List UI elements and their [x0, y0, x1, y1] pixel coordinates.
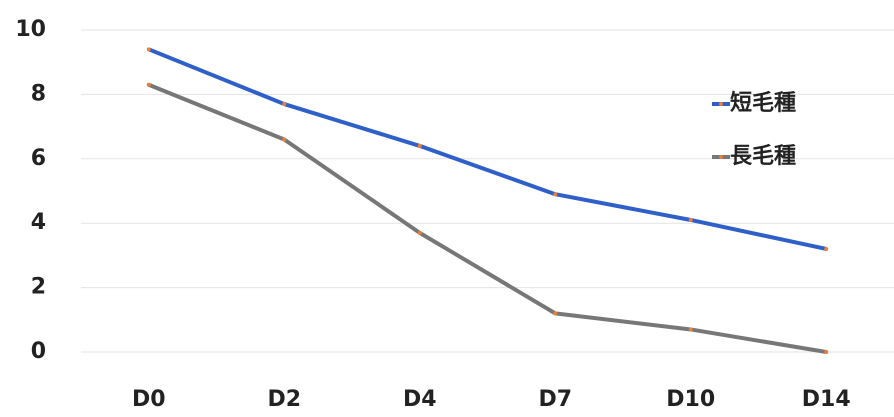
x-tick-label: D4: [403, 387, 437, 412]
point-marker: [282, 137, 287, 142]
point-marker: [553, 311, 558, 316]
x-tick-label: D7: [538, 387, 572, 412]
x-tick-label: D0: [132, 387, 166, 412]
x-tick-label: D14: [802, 387, 851, 412]
legend-marker: [719, 102, 723, 106]
point-marker: [146, 47, 151, 52]
point-marker: [688, 217, 693, 222]
point-marker: [417, 143, 422, 148]
point-marker: [553, 192, 558, 197]
point-marker: [282, 102, 287, 107]
series-line: [148, 82, 827, 354]
point-marker: [146, 82, 151, 87]
y-tick-label: 6: [31, 146, 46, 171]
x-tick-label: D10: [666, 387, 715, 412]
series-line: [148, 47, 827, 251]
y-tick-label: 10: [15, 17, 46, 42]
y-tick-label: 8: [31, 81, 46, 106]
y-tick-label: 4: [31, 210, 46, 235]
y-tick-label: 0: [31, 339, 46, 364]
point-marker: [688, 327, 693, 332]
legend-marker: [719, 155, 723, 159]
point-marker: [824, 246, 829, 251]
point-marker: [824, 350, 829, 354]
legend-label: 短毛種: [730, 91, 796, 116]
point-marker: [417, 230, 422, 235]
x-tick-label: D2: [267, 387, 301, 412]
y-tick-label: 2: [31, 275, 46, 300]
legend-label: 長毛種: [730, 144, 796, 169]
